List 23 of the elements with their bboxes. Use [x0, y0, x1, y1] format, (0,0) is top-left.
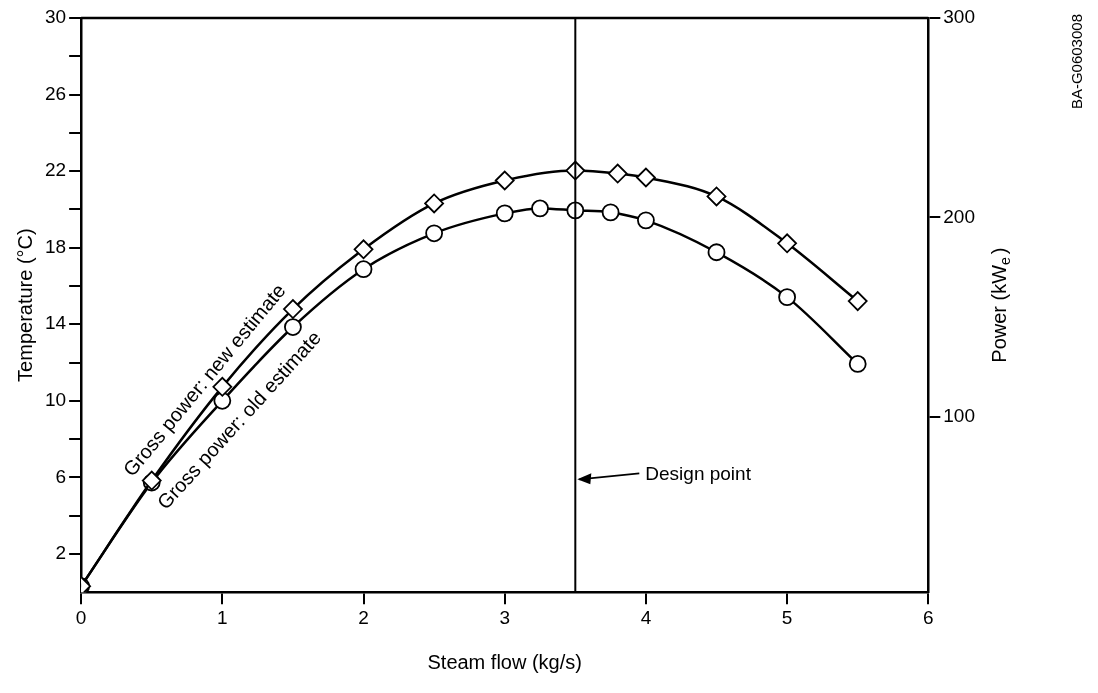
y2-tick-label: 100 — [943, 404, 975, 426]
x-tick-label: 0 — [75, 606, 87, 628]
text: BA-G0603008 — [1068, 14, 1086, 110]
y-axis-title: Temperature (°C) — [13, 228, 36, 382]
x-tick-label: 3 — [499, 606, 511, 628]
y-tick-label: 26 — [44, 82, 67, 104]
x-axis-title: Steam flow (kg/s) — [427, 650, 582, 673]
y-tick-label: 18 — [44, 235, 67, 257]
y-tick-label: 2 — [55, 542, 67, 564]
y2-tick-label: 300 — [943, 6, 975, 28]
x-tick-label: 5 — [781, 606, 793, 628]
y-tick-label: 22 — [44, 159, 67, 181]
x-tick-label: 2 — [358, 606, 369, 628]
ref-line-label: Design point — [645, 462, 752, 484]
y-tick-label: 14 — [44, 312, 67, 334]
y-tick-label: 10 — [44, 389, 67, 411]
y-tick-label: 6 — [55, 465, 67, 487]
x-tick-label: 6 — [923, 606, 934, 628]
y2-tick-label: 200 — [943, 205, 975, 227]
y-tick-label: 30 — [44, 6, 67, 28]
x-tick-label: 4 — [640, 606, 652, 628]
y2-axis-title: Power (kWe) — [987, 247, 1013, 363]
x-tick-label: 1 — [217, 606, 228, 628]
